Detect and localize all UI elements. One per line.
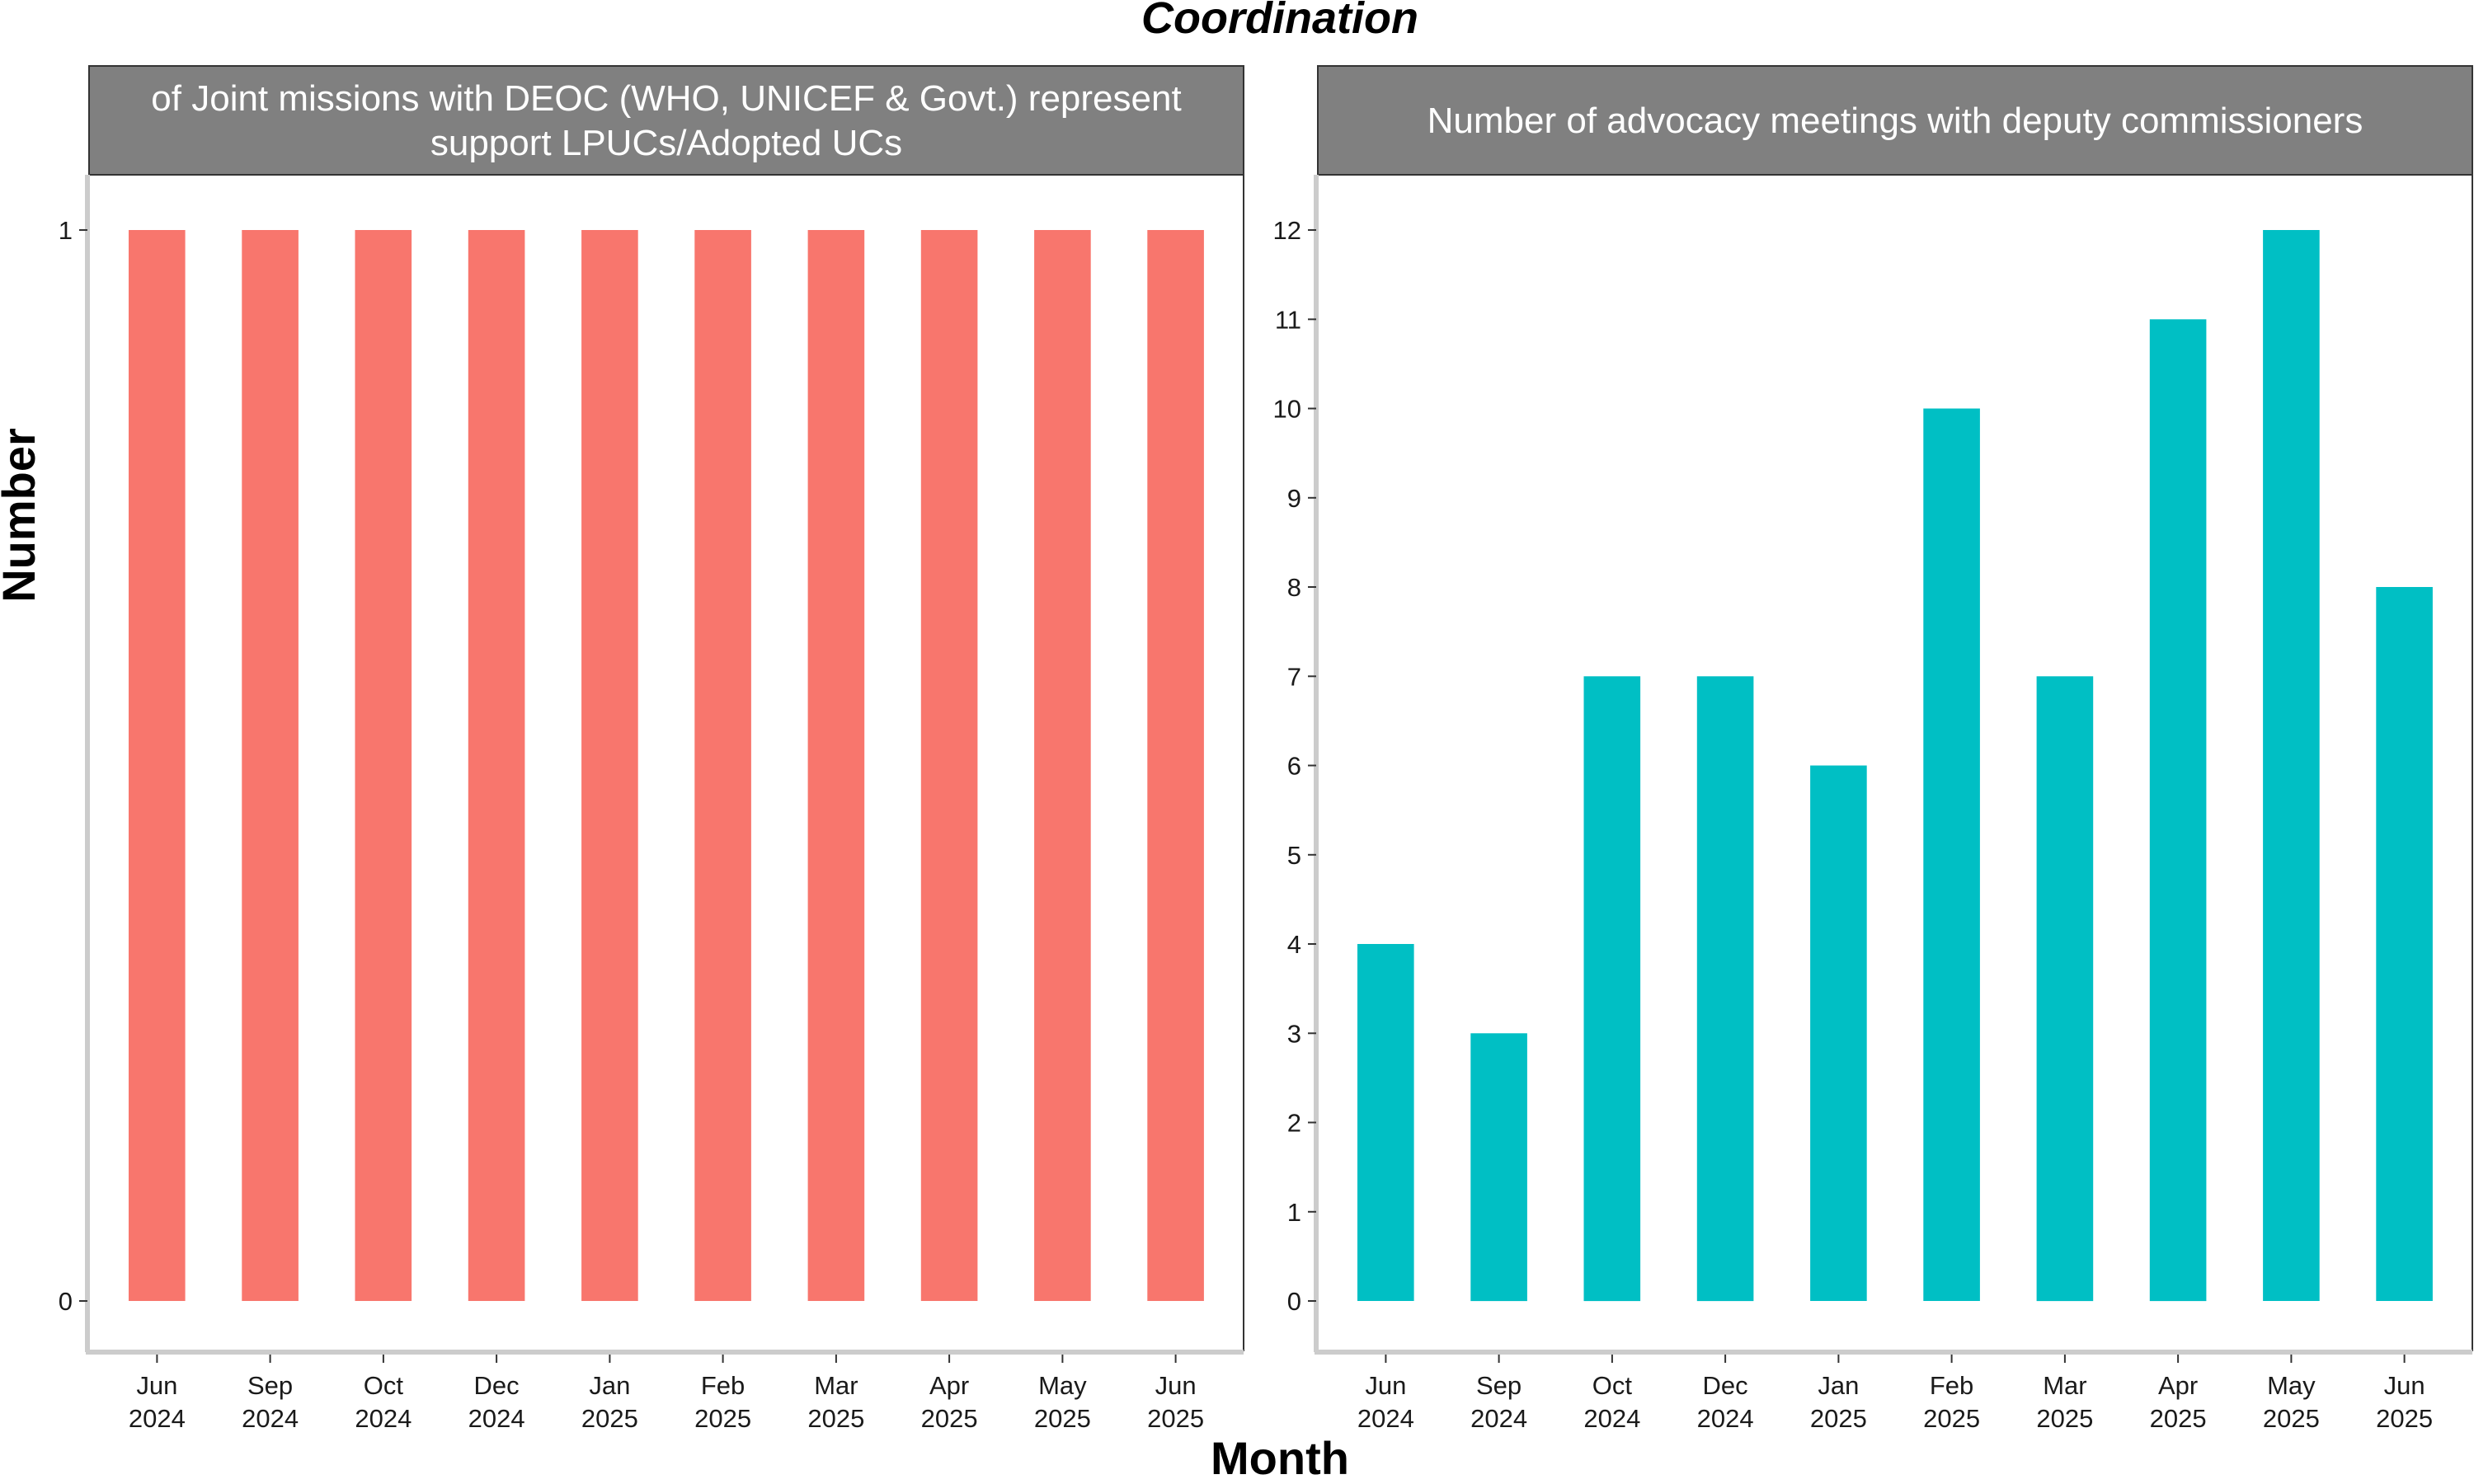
x-tick-label-year: 2025 [921,1404,978,1433]
x-tick-label-year: 2025 [2150,1404,2207,1433]
y-tick-label: 7 [1287,662,1301,691]
y-axis-title: Number [0,428,45,603]
x-tick-label-month: Feb [1930,1371,1973,1400]
y-tick-label: 0 [59,1287,73,1316]
facet-title-line-1: of Joint missions with DEOC (WHO, UNICEF… [151,78,1181,119]
x-tick-label-year: 2025 [1810,1404,1867,1433]
bar [581,230,638,1301]
x-tick-label-year: 2025 [807,1404,864,1433]
bar [1034,230,1091,1301]
x-tick-label-year: 2024 [1357,1404,1414,1433]
x-tick-label-year: 2025 [1923,1404,1980,1433]
x-tick-label-month: Jun [1155,1371,1197,1400]
y-tick-label: 1 [1287,1198,1301,1227]
x-tick-label-year: 2024 [468,1404,525,1433]
x-tick-label-month: Mar [2043,1371,2086,1400]
x-tick-label-month: Jun [136,1371,177,1400]
x-tick-label-month: Sep [247,1371,293,1400]
bar-series [1357,230,2433,1302]
y-tick-label: 10 [1273,395,1301,424]
bar [1147,230,1204,1301]
y-tick-label: 3 [1287,1019,1301,1048]
x-tick-label-month: May [2267,1371,2316,1400]
bar [1923,408,1980,1301]
x-tick-label-year: 2024 [1697,1404,1754,1433]
facet-title-line-2: support LPUCs/Adopted UCs [430,123,902,163]
y-tick-label: 2 [1287,1109,1301,1138]
x-tick-label-month: Jan [1818,1371,1859,1400]
x-tick-label-year: 2024 [355,1404,412,1433]
x-tick-label-month: Sep [1476,1371,1522,1400]
bar [1696,676,1754,1302]
panel-advocacy-meetings: Number of advocacy meetings with deputy … [1273,65,2473,1433]
bar [2149,319,2207,1302]
facet-strip [88,65,1244,176]
y-tick-label: 12 [1273,216,1301,245]
y-tick-label: 11 [1275,305,1301,334]
bar [2036,676,2094,1302]
y-tick-label: 1 [59,216,73,245]
panel-joint-missions: of Joint missions with DEOC (WHO, UNICEF… [59,65,1244,1433]
bar [129,230,186,1301]
x-tick-label-month: Feb [701,1371,745,1400]
bar [468,230,525,1301]
x-tick-label-month: Dec [474,1371,520,1400]
x-tick-label-year: 2024 [129,1404,186,1433]
x-tick-label-year: 2025 [694,1404,751,1433]
x-tick-label-month: Jun [2384,1371,2425,1400]
bar [2376,587,2433,1301]
x-tick-label-year: 2024 [242,1404,299,1433]
bar [1583,676,1641,1302]
x-tick-label-month: Jan [589,1371,630,1400]
facet-title-line-1: Number of advocacy meetings with deputy … [1427,101,2363,141]
bar [2263,230,2320,1301]
x-tick-label-month: Jun [1365,1371,1406,1400]
x-tick-label-month: Dec [1703,1371,1748,1400]
x-tick-label-year: 2025 [581,1404,638,1433]
bar [355,230,412,1301]
y-axis-ticks: 01 [59,216,87,1316]
y-tick-label: 0 [1287,1287,1301,1316]
y-tick-label: 8 [1287,573,1301,602]
bar [1470,1033,1527,1302]
x-tick-label-year: 2025 [2036,1404,2093,1433]
x-axis-ticks: Jun 2024 Sep 2024 Oct 2024 Dec 2024 Jan 2025 Feb 20… [129,1355,1204,1433]
x-tick-label-month: Mar [814,1371,858,1400]
bar [1357,944,1414,1301]
x-tick-label-year: 2024 [1583,1404,1640,1433]
x-tick-label-year: 2025 [2376,1404,2433,1433]
chart-title: Coordination [1141,0,1418,43]
y-tick-label: 6 [1287,752,1301,781]
y-tick-label: 4 [1287,930,1301,959]
x-tick-label-month: Apr [2158,1371,2198,1400]
bar [242,230,299,1301]
bar [920,230,978,1301]
bar [694,230,751,1301]
x-tick-label-month: May [1038,1371,1087,1400]
y-tick-label: 5 [1287,841,1301,870]
bar [807,230,865,1301]
x-tick-label-month: Oct [1592,1371,1633,1400]
facet-strip [1317,65,2473,176]
bar [1810,765,1867,1301]
y-tick-label: 9 [1287,484,1301,513]
x-axis-title: Month [1211,1432,1349,1484]
x-axis-ticks: Jun 2024 Sep 2024 Oct 2024 Dec 2024 Jan 2025 Feb 20… [1357,1355,2433,1433]
x-tick-label-year: 2025 [1147,1404,1204,1433]
x-tick-label-month: Oct [364,1371,404,1400]
x-tick-label-year: 2025 [2263,1404,2320,1433]
x-tick-label-year: 2025 [1034,1404,1091,1433]
bar-series [129,230,1204,1301]
x-tick-label-month: Apr [929,1371,969,1400]
x-tick-label-year: 2024 [1470,1404,1527,1433]
